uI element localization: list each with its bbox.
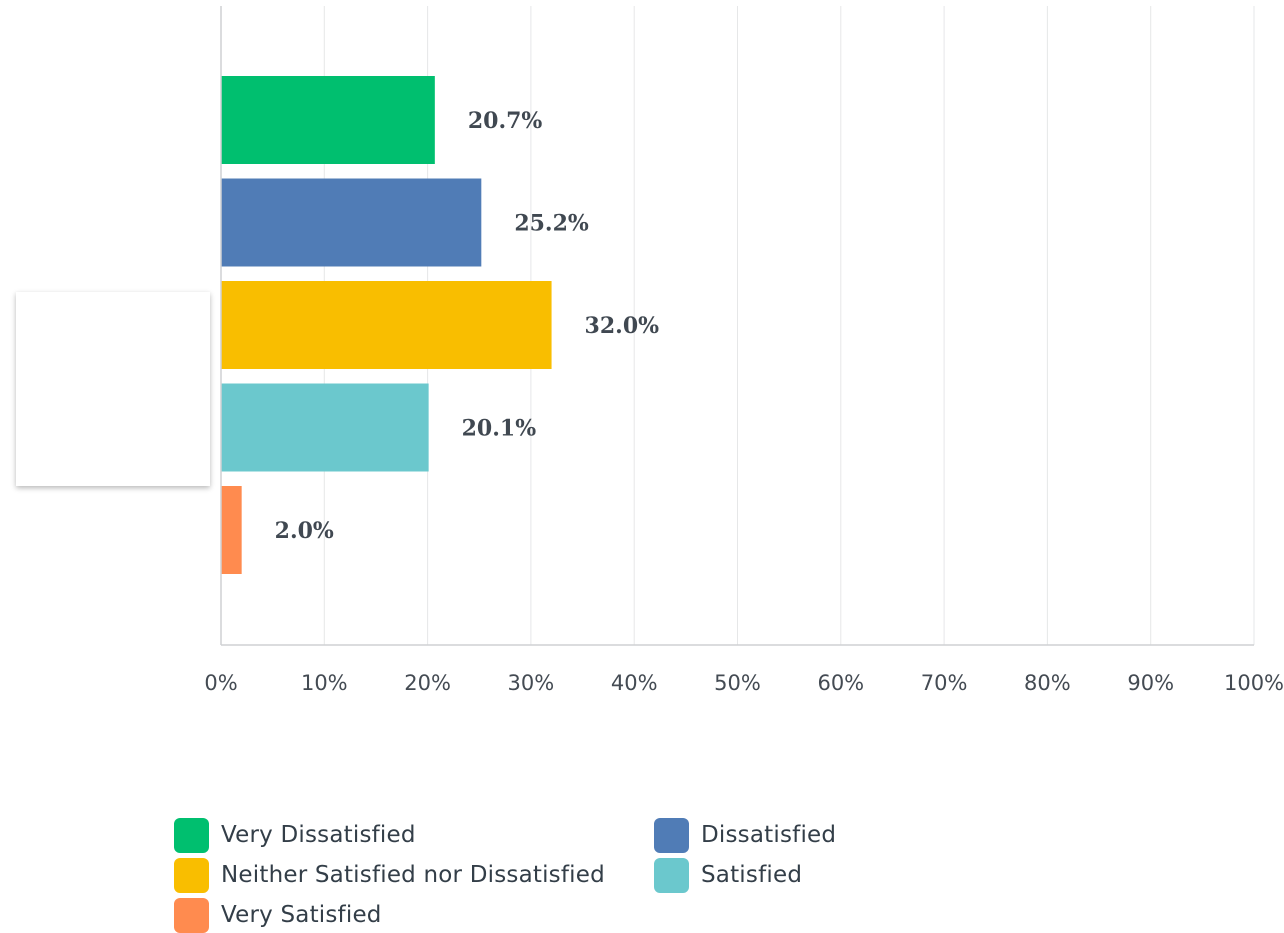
data-label-3: 32.0%: [585, 313, 660, 339]
data-label-2: 25.2%: [514, 211, 589, 237]
bar-3: [221, 281, 552, 369]
x-tick-label: 20%: [404, 671, 451, 695]
legend-label: Satisfied: [701, 862, 803, 888]
legend-swatch: [174, 897, 209, 933]
legend-label: Dissatisfied: [701, 822, 837, 848]
legend-item-dissatisfied: Dissatisfied: [654, 817, 837, 853]
legend-item-very-satisfied: Very Satisfied: [174, 897, 382, 933]
legend-label: Very Satisfied: [221, 902, 382, 928]
data-label-4: 20.1%: [462, 416, 537, 442]
legend-item-satisfied: Satisfied: [654, 857, 803, 893]
x-tick-label: 10%: [301, 671, 348, 695]
blank-card: [16, 292, 210, 486]
x-tick-label: 40%: [611, 671, 658, 695]
legend-item-very-dissatisfied: Very Dissatisfied: [174, 817, 416, 853]
x-tick-label: 50%: [714, 671, 761, 695]
bar-chart: 20.7% 25.2% 32.0% 20.1% 2.0% 0% 10% 20% 30% 40% 50…: [204, 6, 1284, 695]
legend-swatch: [174, 857, 209, 893]
x-tick-label: 90%: [1127, 671, 1174, 695]
data-label-1: 20.7%: [468, 108, 543, 134]
legend-swatch: [654, 817, 689, 853]
legend-swatch: [654, 857, 689, 893]
legend-label: Very Dissatisfied: [221, 822, 416, 848]
x-tick-label: 0%: [204, 671, 237, 695]
bar-5: [221, 486, 242, 574]
x-tick-label: 60%: [817, 671, 864, 695]
legend-swatch: [174, 817, 209, 853]
bar-1: [221, 76, 435, 164]
data-label-5: 2.0%: [275, 518, 334, 544]
x-tick-label: 70%: [921, 671, 968, 695]
x-tick-label: 100%: [1224, 671, 1284, 695]
bar-4: [221, 383, 429, 472]
legend-item-neither: Neither Satisfied nor Dissatisfied: [174, 857, 605, 893]
x-tick-label: 30%: [508, 671, 555, 695]
bar-2: [221, 178, 482, 267]
legend-label: Neither Satisfied nor Dissatisfied: [221, 862, 605, 888]
x-tick-label: 80%: [1024, 671, 1071, 695]
